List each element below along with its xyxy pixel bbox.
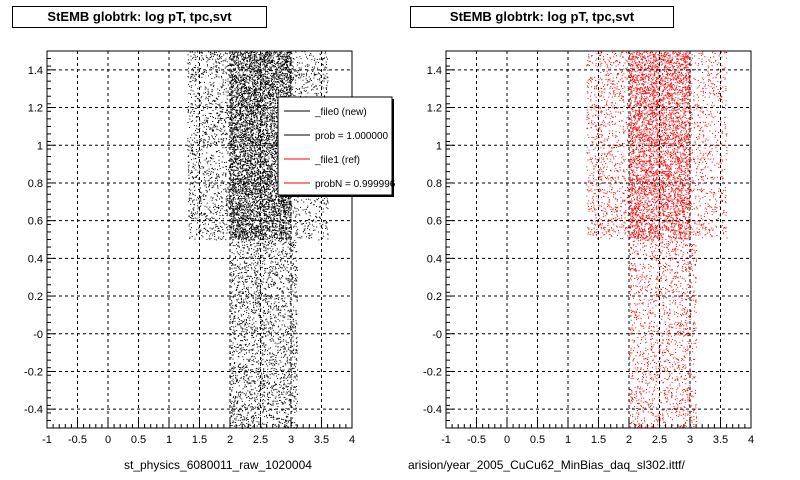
- legend-entry-label: prob = 1.000000: [315, 131, 389, 142]
- x-tick-label: -0.5: [467, 434, 486, 446]
- x-tick-label: 1.5: [591, 434, 606, 446]
- x-tick-label: 3: [288, 434, 294, 446]
- x-tick-label: 3.5: [713, 434, 728, 446]
- y-tick-label: 0.2: [28, 291, 43, 303]
- y-tick-label: -0: [33, 329, 43, 341]
- x-tick-label: 1: [565, 434, 571, 446]
- x-tick-label: 4: [748, 434, 754, 446]
- y-tick-label: -0: [432, 329, 442, 341]
- x-tick-label: 1.5: [192, 434, 207, 446]
- scatter-points: [187, 51, 329, 429]
- y-tick-label: 0.2: [427, 291, 442, 303]
- y-tick-label: 1.4: [427, 65, 442, 77]
- y-tick-label: 1: [37, 140, 43, 152]
- y-tick-label: 0.4: [28, 253, 43, 265]
- file-label-left: st_physics_6080011_raw_1020004: [124, 458, 312, 472]
- y-tick-label: 1.2: [28, 103, 43, 115]
- x-tick-label: 0.5: [131, 434, 146, 446]
- x-tick-label: 0: [504, 434, 510, 446]
- x-tick-label: -0.5: [68, 434, 87, 446]
- y-tick-label: 1: [436, 140, 442, 152]
- x-tick-label: 2.5: [652, 434, 667, 446]
- legend: _file0 (new) prob = 1.000000 _file1 (ref) p…: [277, 96, 396, 197]
- x-tick-label: 3.5: [314, 434, 329, 446]
- y-tick-label: 1.2: [427, 103, 442, 115]
- y-tick-label: 0.6: [28, 216, 43, 228]
- y-tick-label: -0.2: [423, 366, 442, 378]
- y-tick-label: -0.4: [423, 404, 442, 416]
- y-tick-label: 0.4: [427, 253, 442, 265]
- y-tick-label: 1.4: [28, 65, 43, 77]
- chart-title-right: StEMB globtrk: log pT, tpc,svt: [410, 6, 674, 28]
- y-tick-label: -0.2: [24, 366, 43, 378]
- legend-entry-label: _file0 (new): [314, 107, 367, 118]
- x-tick-label: 1: [166, 434, 172, 446]
- chart-title-left: StEMB globtrk: log pT, tpc,svt: [12, 6, 267, 28]
- y-tick-label: -0.4: [24, 404, 43, 416]
- x-tick-label: 0.5: [530, 434, 545, 446]
- y-tick-label: 0.8: [427, 178, 442, 190]
- x-tick-label: 2.5: [253, 434, 268, 446]
- x-tick-label: 0: [105, 434, 111, 446]
- file-label-right: arision/year_2005_CuCu62_MinBias_daq_sl3…: [408, 458, 685, 472]
- x-tick-label: 3: [687, 434, 693, 446]
- y-tick-label: 0.8: [28, 178, 43, 190]
- legend-box: [277, 96, 393, 196]
- x-tick-label: -1: [441, 434, 451, 446]
- legend-entry-label: _file1 (ref): [314, 155, 360, 166]
- y-tick-label: 0.6: [427, 216, 442, 228]
- x-tick-label: 2: [227, 434, 233, 446]
- plot-panel-right: -1 -0.5 0 0.5 1 1.5 2 2.5 3 3.5 4 -0.4 -0.2 -0 0.2 0.4 0…: [423, 50, 754, 446]
- legend-entry-label: probN = 0.999996: [315, 179, 396, 190]
- x-tick-label: 4: [349, 434, 355, 446]
- x-tick-label: -1: [42, 434, 52, 446]
- x-tick-label: 2: [626, 434, 632, 446]
